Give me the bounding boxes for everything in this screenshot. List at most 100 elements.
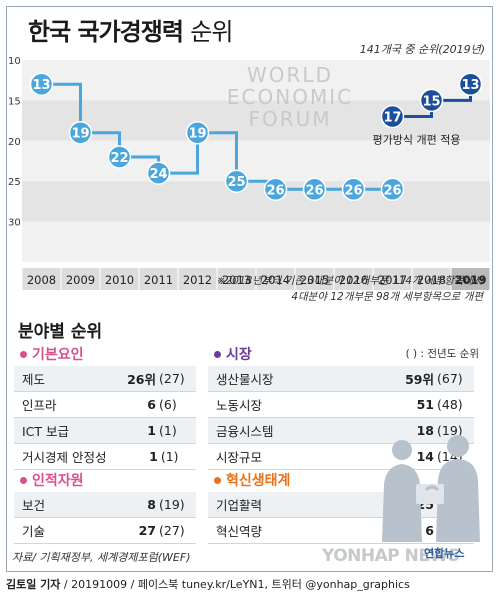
category-heading: 혁신생태계 xyxy=(214,470,290,490)
item-rank: 27 xyxy=(138,523,156,538)
data-point-marker xyxy=(458,72,483,96)
data-point: 26 xyxy=(380,177,405,202)
y-tick-label: 15 xyxy=(8,96,21,107)
category-name: 인적자원 xyxy=(32,473,84,489)
data-point: 24 xyxy=(146,161,171,185)
table-row: 거시경제 안정성 1 (1) xyxy=(14,444,196,470)
item-label: ICT 보급 xyxy=(22,424,70,439)
data-point-marker xyxy=(29,72,54,96)
table-row: 보건 8 (19) xyxy=(14,492,196,518)
item-label: 노동시장 xyxy=(216,398,263,413)
x-axis-cell xyxy=(295,268,334,290)
x-tick-label: 2010 xyxy=(105,273,134,287)
table-row: 생산물시장 59위 (67) xyxy=(208,366,474,392)
item-previous-rank: (6) xyxy=(159,397,177,412)
chart-band xyxy=(22,181,490,222)
category-name: 혁신생태계 xyxy=(226,473,291,489)
data-point: 25 xyxy=(224,169,249,193)
item-rank: 8 xyxy=(147,497,156,512)
data-point: 19 xyxy=(68,120,93,145)
x-axis-cell xyxy=(256,268,295,290)
x-axis-cell xyxy=(373,268,412,290)
category-name: 시장 xyxy=(226,347,252,363)
chart-note: 141개국 중 순위(2019년) xyxy=(359,43,485,56)
item-previous-rank: (1) xyxy=(160,449,179,464)
item-label: 보건 xyxy=(22,498,46,513)
x-tick-label: 2016 xyxy=(339,273,368,287)
data-point-marker xyxy=(146,161,171,185)
wef-watermark-text: ECONOMIC xyxy=(227,85,353,109)
item-previous-rank: (19) xyxy=(437,423,463,438)
item-rank: 59위 xyxy=(405,372,434,387)
data-point-marker xyxy=(302,177,327,202)
wef-watermark-text: WORLD xyxy=(247,63,333,87)
method-change-annotation: 평가방식 개편 적용 xyxy=(373,134,461,147)
y-tick-label: 25 xyxy=(8,177,21,188)
table-row: 제도 26위 (27) xyxy=(14,366,196,392)
title-light: 순위 xyxy=(190,18,233,46)
data-point-marker xyxy=(419,88,444,113)
category-heading: 인적자원 xyxy=(20,470,84,490)
item-label: 기업활력 xyxy=(216,498,263,513)
y-tick-label: 30 xyxy=(8,218,21,229)
table-row: 인프라 6 (6) xyxy=(14,392,196,418)
table-row: ICT 보급 1 (1) xyxy=(14,418,196,444)
data-label: 26 xyxy=(305,183,323,198)
data-label: 25 xyxy=(227,175,245,190)
data-point-marker xyxy=(107,145,132,169)
data-point: 17 xyxy=(380,104,405,129)
data-label: 17 xyxy=(383,111,401,126)
source-text: 자료/ 기획재정부, 세계경제포럼(WEF) xyxy=(12,551,191,564)
category-dot-icon xyxy=(214,350,221,358)
data-point-marker xyxy=(224,169,249,193)
data-point: 19 xyxy=(185,120,210,145)
data-point-marker xyxy=(380,104,405,129)
category-table: 제도 26위 (27) 인프라 6 (6) ICT 보급 1 (1) 거시경제 안정성 1 (1) xyxy=(14,366,196,470)
category-dot-icon xyxy=(214,476,221,484)
data-point: 15 xyxy=(419,88,444,113)
table-row: 금융시스템 18 (19) xyxy=(208,418,474,444)
item-label: 시장규모 xyxy=(216,450,263,465)
item-rank: 14 xyxy=(416,449,434,464)
credit-rest: / 20191009 / 페이스북 tuney.kr/LeYN1, 트위터 @y… xyxy=(60,578,410,591)
category-heading: 기본요인 xyxy=(20,344,84,364)
data-label: 26 xyxy=(266,183,284,198)
data-point: 13 xyxy=(29,72,54,96)
data-point: 22 xyxy=(107,145,132,169)
x-axis-cell xyxy=(61,268,100,290)
x-axis-cell xyxy=(178,268,217,290)
item-rank: 18 xyxy=(416,423,434,438)
x-axis-cell xyxy=(22,268,61,290)
x-axis-cell xyxy=(100,268,139,290)
credit-line: 김토일 기자 / 20191009 / 페이스북 tuney.kr/LeYN1,… xyxy=(6,576,410,592)
table-row: 시장규모 14 (14) xyxy=(208,444,474,470)
item-rank: 6 xyxy=(425,523,434,538)
y-tick-label: 20 xyxy=(8,137,21,148)
data-label: 15 xyxy=(422,94,440,109)
category-dot-icon xyxy=(20,476,27,484)
x-axis-cell xyxy=(139,268,178,290)
item-rank: 1 xyxy=(149,449,158,464)
data-point-marker xyxy=(185,120,210,145)
item-previous-rank: (19) xyxy=(159,497,185,512)
data-label: 26 xyxy=(344,183,362,198)
item-previous-rank: (67) xyxy=(437,371,463,386)
x-axis-cell xyxy=(451,268,490,290)
item-rank: 6 xyxy=(147,397,156,412)
item-previous-rank: (48) xyxy=(437,397,463,412)
previous-rank-legend: ( ) : 전년도 순위 xyxy=(405,348,479,360)
series-step-line xyxy=(41,82,393,191)
x-tick-label: 2017 xyxy=(378,273,407,287)
category-table: 보건 8 (19) 기술 27 (27) xyxy=(14,492,196,544)
footnote-line-2: 4대분야 12개부문 98개 세부항목으로 개편 xyxy=(291,291,483,303)
data-point: 26 xyxy=(302,177,327,202)
data-point: 26 xyxy=(263,177,288,202)
data-point-marker xyxy=(380,177,405,202)
table-row: 기술 27 (27) xyxy=(14,518,196,544)
category-name: 기본요인 xyxy=(32,347,84,363)
item-label: 생산물시장 xyxy=(216,372,274,387)
category-heading: 시장 xyxy=(214,344,252,364)
item-label: 인프라 xyxy=(22,398,57,413)
